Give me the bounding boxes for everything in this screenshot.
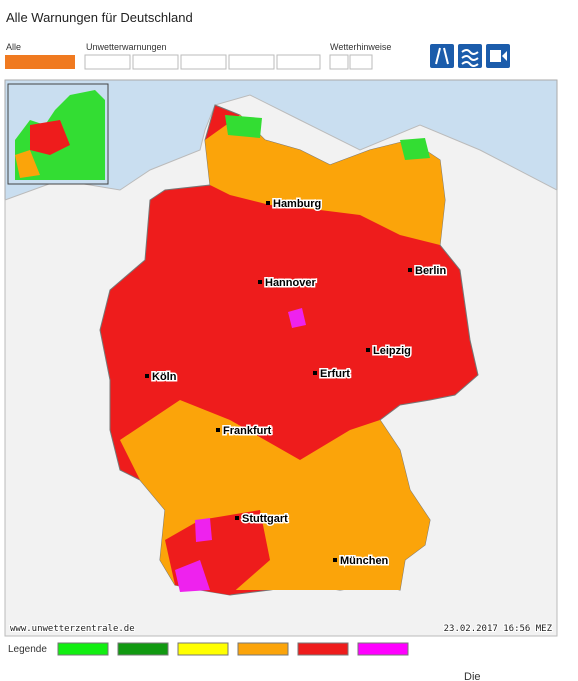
city-dot bbox=[313, 371, 317, 375]
legend-swatches bbox=[57, 642, 409, 656]
city-dot bbox=[366, 348, 370, 352]
legend-label: Legende bbox=[8, 644, 47, 655]
city-dot bbox=[216, 428, 220, 432]
tab-label: Wetterhinweise bbox=[330, 42, 391, 52]
city-label: Berlin bbox=[415, 265, 446, 277]
page-title: Alle Warnungen für Deutschland bbox=[6, 10, 193, 25]
city-label: Stuttgart bbox=[242, 513, 288, 525]
city-dot bbox=[145, 374, 149, 378]
city-label: Frankfurt bbox=[223, 425, 272, 437]
icon-buttons[interactable] bbox=[430, 44, 510, 68]
city-label: Hannover bbox=[265, 277, 316, 289]
city-dot bbox=[235, 516, 239, 520]
city-dot bbox=[258, 280, 262, 284]
city-label: Köln bbox=[152, 371, 177, 383]
city-dot bbox=[266, 201, 270, 205]
city-label: Leipzig bbox=[373, 345, 411, 357]
city-label: München bbox=[340, 555, 389, 567]
city-label: Hamburg bbox=[273, 198, 321, 210]
tab-label: Unwetterwarnungen bbox=[86, 42, 167, 52]
filter-buttons[interactable] bbox=[84, 54, 373, 70]
city-dot bbox=[408, 268, 412, 272]
map: www.unwetterzentrale.de 23.02.2017 16:56… bbox=[4, 79, 558, 637]
city-label: Erfurt bbox=[320, 368, 350, 380]
tab-label: Alle bbox=[6, 42, 21, 52]
filter-all[interactable] bbox=[5, 55, 75, 69]
map-source: www.unwetterzentrale.de bbox=[10, 624, 135, 634]
footer-text: Die bbox=[464, 671, 481, 681]
city-dot bbox=[333, 558, 337, 562]
map-timestamp: 23.02.2017 16:56 MEZ bbox=[444, 624, 553, 634]
